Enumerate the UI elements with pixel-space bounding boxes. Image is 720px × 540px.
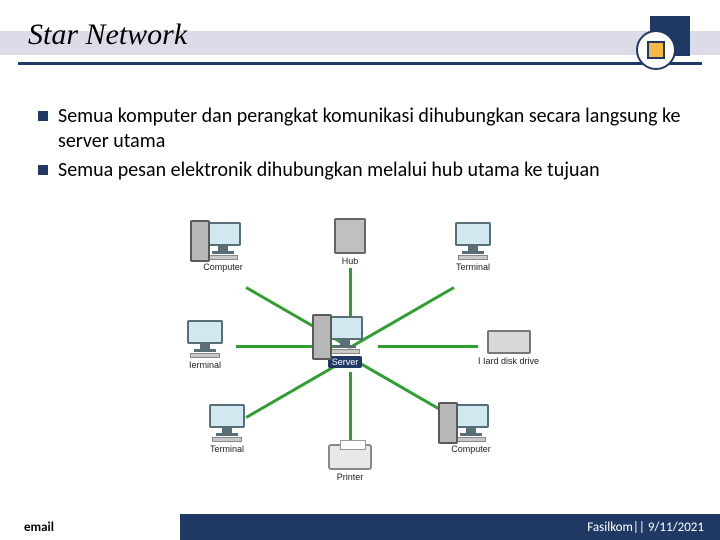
node-label: Terminal [210, 444, 244, 454]
node-label: Terminal [456, 262, 490, 272]
node-label: Computer [451, 444, 491, 454]
node-label: Computer [203, 262, 243, 272]
bullet-icon [38, 111, 48, 121]
star-network-diagram: Computer Hub Terminal Ierminal Server I … [150, 216, 570, 496]
node-computer-br: Computer [448, 404, 494, 454]
node-hub: Hub [334, 218, 366, 266]
node-hdd: I Iard disk drive [478, 330, 539, 366]
footer-right: Fasilkom|| 9/11/2021 [587, 520, 704, 535]
link [378, 345, 478, 348]
node-terminal-tr: Terminal [450, 222, 496, 272]
node-terminal-bl: Terminal [204, 404, 250, 454]
node-label: Hub [342, 256, 359, 266]
bullet-list: Semua komputer dan perangkat komunikasi … [38, 104, 690, 187]
node-label: Ierminal [189, 360, 221, 370]
bullet-item: Semua pesan elektronik dihubungkan melal… [38, 158, 690, 183]
bullet-text: Semua komputer dan perangkat komunikasi … [58, 104, 690, 154]
node-label: I Iard disk drive [478, 356, 539, 366]
logo [636, 16, 690, 70]
footer-left: email [24, 520, 54, 535]
node-computer-tl: Computer [200, 222, 246, 272]
bullet-icon [38, 165, 48, 175]
page-title: Star Network [28, 18, 187, 52]
bullet-text: Semua pesan elektronik dihubungkan melal… [58, 158, 690, 183]
bullet-item: Semua komputer dan perangkat komunikasi … [38, 104, 690, 154]
node-server: Server [322, 316, 368, 368]
node-label: Server [328, 356, 363, 368]
node-printer: Printer [328, 444, 372, 482]
node-label: Printer [337, 472, 364, 482]
title-rule [18, 62, 702, 65]
link [349, 372, 352, 442]
node-terminal-ml: Ierminal [182, 320, 228, 370]
